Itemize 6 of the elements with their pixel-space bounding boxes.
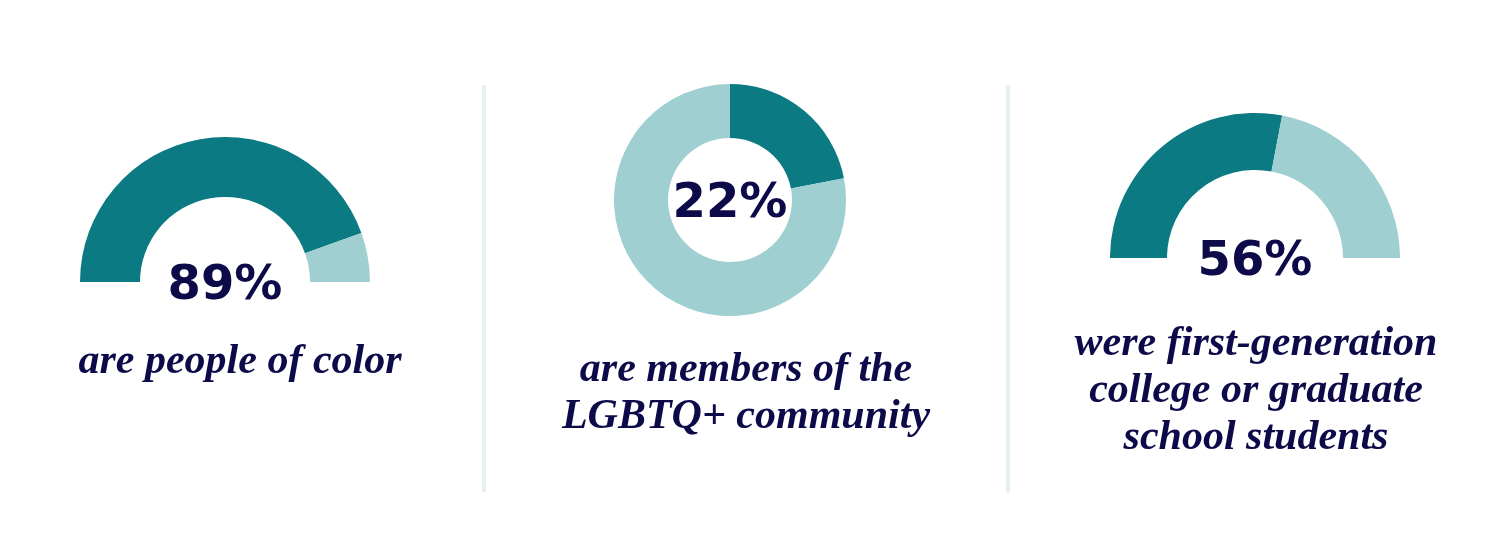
text: were first-generation college or graduate school students [1074,317,1438,458]
text: are members of the LGBTQ+ community [560,343,931,437]
text: are people of color [78,335,403,382]
data-label: 22% [672,172,788,228]
data-label: 89% [167,254,283,310]
data-label: 56% [1197,230,1313,286]
